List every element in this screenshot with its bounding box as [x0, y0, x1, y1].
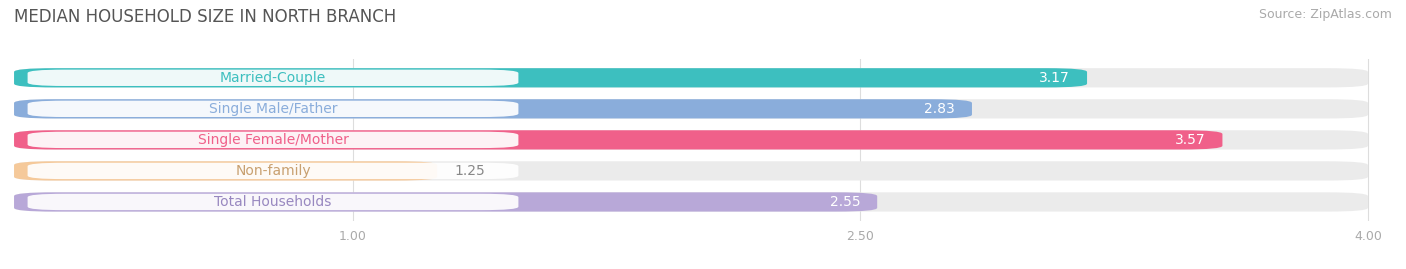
Text: Total Households: Total Households	[214, 195, 332, 209]
Text: 2.83: 2.83	[924, 102, 955, 116]
Text: Single Male/Father: Single Male/Father	[208, 102, 337, 116]
FancyBboxPatch shape	[28, 132, 519, 148]
FancyBboxPatch shape	[14, 130, 1368, 150]
FancyBboxPatch shape	[14, 130, 1222, 150]
FancyBboxPatch shape	[14, 99, 972, 118]
Text: MEDIAN HOUSEHOLD SIZE IN NORTH BRANCH: MEDIAN HOUSEHOLD SIZE IN NORTH BRANCH	[14, 8, 396, 26]
Text: Non-family: Non-family	[235, 164, 311, 178]
Text: 1.25: 1.25	[454, 164, 485, 178]
FancyBboxPatch shape	[14, 161, 1368, 180]
Text: Married-Couple: Married-Couple	[219, 71, 326, 85]
Text: 3.57: 3.57	[1175, 133, 1205, 147]
FancyBboxPatch shape	[14, 68, 1087, 87]
FancyBboxPatch shape	[14, 68, 1368, 87]
FancyBboxPatch shape	[14, 161, 437, 180]
FancyBboxPatch shape	[14, 192, 877, 212]
FancyBboxPatch shape	[28, 163, 519, 179]
FancyBboxPatch shape	[14, 192, 1368, 212]
Text: 2.55: 2.55	[830, 195, 860, 209]
FancyBboxPatch shape	[28, 101, 519, 117]
FancyBboxPatch shape	[28, 70, 519, 86]
Text: 3.17: 3.17	[1039, 71, 1070, 85]
FancyBboxPatch shape	[28, 194, 519, 210]
Text: Source: ZipAtlas.com: Source: ZipAtlas.com	[1258, 8, 1392, 21]
FancyBboxPatch shape	[14, 99, 1368, 118]
Text: Single Female/Mother: Single Female/Mother	[198, 133, 349, 147]
